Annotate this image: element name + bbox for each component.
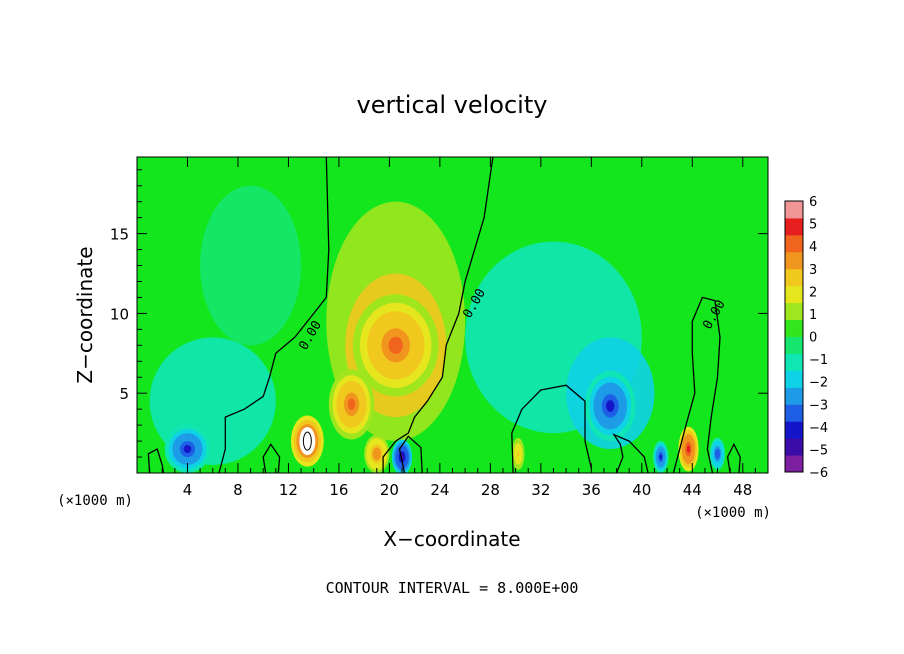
x-tick-label: 36 bbox=[582, 481, 601, 499]
x-tick-label: 48 bbox=[733, 481, 752, 499]
field-downdraft bbox=[606, 400, 615, 412]
colorbar-segment bbox=[785, 455, 803, 473]
colorbar-segment bbox=[785, 404, 803, 422]
x-tick-label: 12 bbox=[279, 481, 298, 499]
field-updraft bbox=[517, 451, 520, 457]
field-updraft bbox=[388, 336, 403, 354]
zero-contour-line bbox=[398, 435, 423, 473]
colorbar-label: 2 bbox=[809, 285, 817, 300]
y-tick-label: 5 bbox=[119, 385, 129, 403]
colorbar-segment bbox=[785, 201, 803, 219]
contour-interval-footer: CONTOUR INTERVAL = 8.000E+00 bbox=[326, 579, 579, 597]
colorbar-label: 4 bbox=[809, 240, 817, 255]
field-region bbox=[200, 185, 302, 346]
field-peak bbox=[299, 427, 316, 456]
x-axis-ticks: 4 8 12 16 20 24 28 32 36 40 44 48 bbox=[149, 157, 756, 499]
colorbar-segment bbox=[785, 268, 803, 287]
x-unit-left: (×1000 m) bbox=[57, 493, 133, 509]
colorbar-segment bbox=[785, 234, 803, 253]
x-tick-label: 4 bbox=[183, 481, 193, 499]
zero-contour-line bbox=[382, 157, 494, 473]
colorbar-frame bbox=[784, 200, 804, 473]
zero-contour-line bbox=[612, 433, 649, 473]
zero-contour-line bbox=[511, 384, 592, 473]
colorbar-label: 1 bbox=[809, 308, 817, 323]
peak-contour bbox=[302, 431, 312, 451]
zero-contour-line bbox=[672, 296, 721, 473]
y-axis-label: Z−coordinate bbox=[73, 246, 97, 383]
x-tick-label: 16 bbox=[329, 481, 348, 499]
colorbar-segment bbox=[785, 421, 803, 439]
colorbar-labels: 6 5 4 3 2 1 0 −1 −2 −3 −4 −5 −6 bbox=[809, 195, 828, 481]
x-unit-right: (×1000 m) bbox=[695, 505, 771, 521]
colorbar-label: 0 bbox=[809, 331, 817, 346]
colorbar-segment bbox=[785, 336, 803, 354]
zero-contours bbox=[147, 157, 741, 473]
colorbar-segment bbox=[785, 387, 803, 405]
colorbar-label: −6 bbox=[809, 466, 828, 481]
velocity-field bbox=[149, 185, 726, 473]
field-downdraft bbox=[659, 454, 662, 460]
zero-contour-line bbox=[147, 448, 165, 473]
colorbar-label: −4 bbox=[809, 421, 828, 436]
y-tick-label: 15 bbox=[110, 226, 129, 244]
colorbar-segment bbox=[785, 319, 803, 337]
zero-contour-line bbox=[218, 157, 330, 473]
x-tick-label: 44 bbox=[683, 481, 702, 499]
y-axis-ticks: 5 10 15 bbox=[110, 169, 768, 458]
x-tick-label: 20 bbox=[380, 481, 399, 499]
colorbar-label: −5 bbox=[809, 443, 828, 458]
x-axis-label: X−coordinate bbox=[383, 527, 520, 551]
x-tick-label: 8 bbox=[233, 481, 243, 499]
colorbar-label: −3 bbox=[809, 398, 828, 413]
colorbar-segment bbox=[785, 353, 803, 371]
zero-contour-line bbox=[726, 442, 741, 473]
colorbar-label: 3 bbox=[809, 263, 817, 278]
field-downdraft bbox=[183, 445, 192, 454]
field-updraft bbox=[374, 450, 379, 458]
x-tick-label: 40 bbox=[632, 481, 651, 499]
colorbar-label: −2 bbox=[809, 376, 828, 391]
colorbar-segment bbox=[785, 438, 803, 456]
chart-title: vertical velocity bbox=[357, 91, 548, 119]
colorbar-label: −1 bbox=[809, 353, 828, 368]
x-tick-label: 28 bbox=[481, 481, 500, 499]
field-updraft bbox=[347, 398, 356, 411]
y-tick-label: 10 bbox=[110, 305, 129, 323]
colorbar bbox=[784, 200, 804, 473]
colorbar-label: 5 bbox=[809, 218, 817, 233]
field-downdraft bbox=[716, 451, 719, 457]
x-tick-label: 24 bbox=[430, 481, 449, 499]
colorbar-label: 6 bbox=[809, 195, 817, 210]
x-tick-label: 32 bbox=[531, 481, 550, 499]
zero-contour-line bbox=[262, 443, 281, 473]
field-updraft bbox=[686, 445, 691, 453]
colorbar-segment bbox=[785, 217, 803, 236]
colorbar-segment bbox=[785, 251, 803, 270]
colorbar-segment bbox=[785, 285, 803, 304]
colorbar-segment bbox=[785, 370, 803, 388]
colorbar-segment bbox=[785, 302, 803, 321]
